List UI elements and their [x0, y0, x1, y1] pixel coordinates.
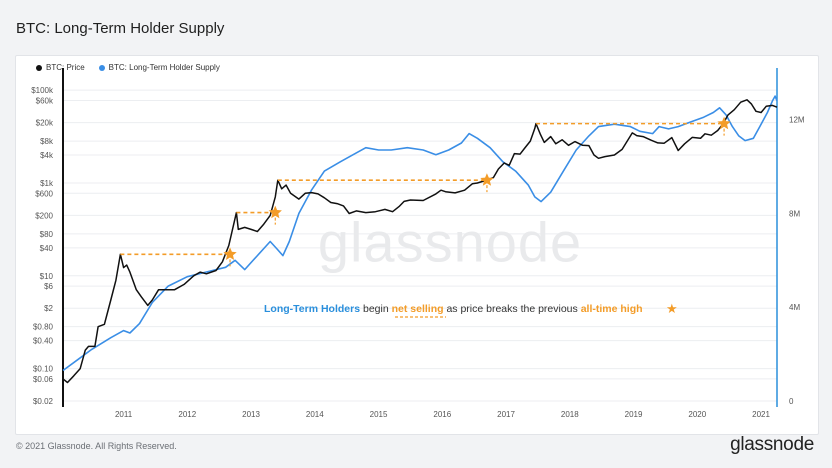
legend-label-supply: BTC: Long-Term Holder Supply: [108, 63, 220, 72]
x-tick-label: 2014: [306, 410, 324, 419]
ath-star-marker: [268, 205, 282, 219]
y-left-tick-label: $80: [40, 230, 54, 239]
x-tick-label: 2019: [625, 410, 643, 419]
y-left-tick-label: $8k: [40, 137, 54, 146]
y-left-tick-label: $100k: [31, 86, 54, 95]
y-left-tick-label: $0.06: [33, 375, 54, 384]
y-right-tick-label: 4M: [789, 303, 800, 312]
x-tick-label: 2013: [242, 410, 260, 419]
watermark-text: glassnode: [318, 211, 582, 274]
ath-star-marker: [480, 173, 494, 186]
ath-star-marker: [223, 247, 237, 260]
price-series-line: [62, 99, 778, 384]
chart-legend: BTC: Price BTC: Long-Term Holder Supply: [36, 63, 220, 72]
x-tick-label: 2021: [752, 410, 770, 419]
x-tick-label: 2018: [561, 410, 579, 419]
y-left-tick-label: $40: [40, 244, 54, 253]
y-left-tick-label: $2: [44, 304, 53, 313]
annotation-text: Long-Term Holders begin net selling as p…: [264, 303, 643, 315]
annotation-star-icon: ★: [666, 301, 678, 316]
y-left-tick-label: $1k: [40, 179, 54, 188]
y-left-tick-label: $6: [44, 282, 53, 291]
x-tick-label: 2011: [115, 410, 133, 419]
chart-svg: $100k$60k$20k$8k$4k$1k$600$200$80$40$10$…: [31, 68, 805, 419]
annotation-part-4: all-time high: [581, 303, 643, 315]
y-right-tick-label: 12M: [789, 116, 805, 125]
x-tick-label: 2017: [497, 410, 515, 419]
y-left-tick-label: $60k: [36, 96, 54, 105]
legend-label-price: BTC: Price: [46, 63, 85, 72]
supply-series-line: [62, 95, 778, 372]
legend-dot-price: [36, 64, 42, 71]
legend-dot-supply: [98, 64, 105, 71]
y-left-tick-label: $10: [40, 272, 54, 281]
chart-card: BTC: Price BTC: Long-Term Holder Supply …: [15, 55, 819, 435]
y-left-tick-label: $0.40: [33, 337, 54, 346]
annotation-part-1: begin: [360, 303, 392, 315]
x-tick-label: 2012: [178, 410, 196, 419]
y-left-tick-label: $0.10: [33, 365, 54, 374]
y-left-tick-label: $4k: [40, 151, 54, 160]
y-right-tick-label: 8M: [789, 209, 800, 218]
x-tick-label: 2020: [688, 410, 706, 419]
ath-star-marker: [717, 116, 731, 130]
legend-item-price[interactable]: BTC: Price: [36, 63, 85, 72]
legend-item-supply[interactable]: BTC: Long-Term Holder Supply: [98, 63, 220, 72]
page-title: BTC: Long-Term Holder Supply: [16, 20, 225, 37]
y-left-tick-label: $600: [35, 189, 53, 198]
annotation-part-3: as price breaks the previous: [444, 303, 581, 315]
annotation-part-2: net selling: [392, 303, 444, 315]
y-left-tick-label: $200: [35, 211, 53, 220]
x-tick-label: 2016: [433, 410, 451, 419]
glassnode-logo: glassnode: [730, 434, 814, 455]
y-left-tick-label: $0.02: [33, 397, 54, 406]
y-left-tick-label: $20k: [36, 119, 54, 128]
x-tick-label: 2015: [370, 410, 388, 419]
y-left-tick-label: $0.80: [33, 323, 54, 332]
copyright-text: © 2021 Glassnode. All Rights Reserved.: [16, 441, 177, 451]
annotation-part-0: Long-Term Holders: [264, 303, 360, 315]
y-right-tick-label: 0: [789, 397, 794, 406]
